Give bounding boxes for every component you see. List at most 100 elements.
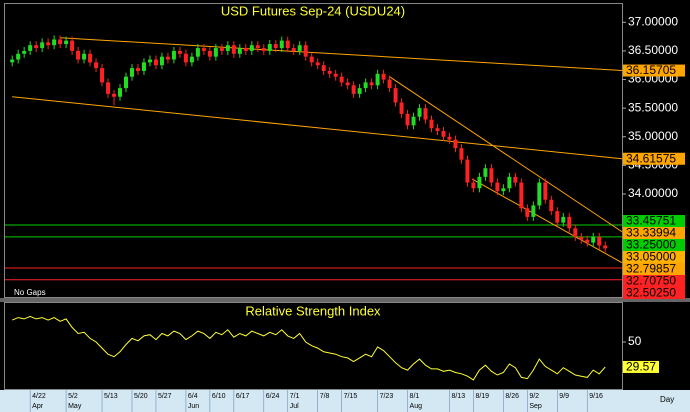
candle-body: [159, 56, 164, 66]
x-tick-label: 7/15: [344, 393, 358, 400]
candle-body: [465, 159, 470, 183]
candle-body: [237, 48, 242, 54]
candle-body: [58, 39, 63, 45]
x-tick-label: 7/8: [320, 393, 330, 400]
candle-body: [10, 59, 15, 63]
x-tick-label: 6/24: [266, 393, 280, 400]
x-tick-label: 9/2: [529, 393, 539, 400]
candle-body: [76, 50, 81, 60]
candle-body: [597, 236, 602, 246]
candle-body: [537, 182, 542, 206]
y-tick-label: 35.50000: [628, 100, 678, 114]
price-label-box: [623, 64, 685, 77]
candle-body: [321, 65, 326, 71]
candle-body: [153, 59, 158, 66]
candle-body: [477, 176, 482, 189]
candle-body: [405, 113, 410, 126]
y-tick-label: 35.00000: [628, 129, 678, 143]
candle-body: [88, 53, 93, 63]
candle-body: [495, 182, 500, 192]
price-label-box: [623, 263, 685, 275]
candle-body: [124, 76, 129, 89]
candle-body: [447, 136, 452, 140]
candle-body: [585, 239, 590, 243]
candle-body: [177, 50, 182, 54]
candle-body: [351, 85, 356, 94]
candle-body: [435, 128, 440, 132]
candle-body: [189, 56, 194, 63]
candle-body: [118, 88, 123, 97]
candle-body: [603, 245, 608, 249]
price-label: 32.70750: [626, 274, 676, 288]
x-tick-label: 5/2: [68, 393, 78, 400]
rsi-panel: [4, 302, 623, 390]
y-tick-label: 34.00000: [628, 186, 678, 200]
price-label-box: [623, 287, 685, 299]
y-tick-label: 50: [628, 334, 642, 348]
price-label: 33.45751: [626, 214, 676, 228]
candle-body: [429, 119, 434, 129]
candle-body: [555, 211, 560, 223]
candle-body: [207, 50, 212, 57]
x-tick-label: 8/1: [410, 393, 420, 400]
candle-body: [441, 131, 446, 137]
candle-body: [34, 45, 39, 49]
main-panel: [4, 3, 623, 298]
candle-body: [357, 88, 362, 94]
x-tick-label: 5/13: [104, 393, 118, 400]
candle-body: [219, 48, 224, 51]
candle-body: [393, 88, 398, 103]
candle-body: [453, 139, 458, 149]
x-tick-label: 8/19: [475, 393, 489, 400]
candle-body: [501, 188, 506, 192]
candle-body: [423, 108, 428, 120]
candle-body: [519, 182, 524, 209]
price-label-box: [623, 251, 685, 263]
x-tick-label: 5/20: [134, 393, 148, 400]
candle-body: [201, 48, 206, 51]
candle-body: [141, 62, 146, 71]
candle-body: [483, 168, 488, 177]
candle-body: [231, 45, 236, 54]
price-label: 33.05000: [626, 250, 676, 264]
trendline: [12, 96, 623, 160]
candle-body: [40, 42, 45, 49]
candle-body: [171, 50, 176, 60]
candle-body: [147, 59, 152, 63]
month-label: Apr: [32, 403, 44, 410]
candle-body: [579, 236, 584, 240]
candle-body: [543, 182, 548, 200]
candle-body: [243, 48, 248, 51]
annotation: No Gaps: [14, 288, 46, 297]
month-label: Jun: [188, 403, 199, 410]
candle-body: [561, 216, 566, 223]
candle-body: [129, 68, 134, 77]
candle-body: [291, 48, 296, 51]
trendline: [389, 76, 623, 233]
candle-body: [195, 48, 200, 57]
candle-body: [345, 82, 350, 86]
candle-body: [339, 76, 344, 83]
x-tick-label: 9/9: [559, 393, 569, 400]
x-tick-label: 5/27: [158, 393, 172, 400]
price-label-box: [623, 215, 685, 227]
candle-body: [507, 176, 512, 189]
candle-body: [46, 42, 51, 46]
candle-body: [417, 108, 422, 117]
price-label: 36.15705: [626, 63, 676, 77]
candle-body: [261, 48, 266, 51]
candle-body: [16, 53, 21, 60]
x-tick-label: 7/1: [290, 393, 300, 400]
price-label-box: [623, 227, 685, 239]
y-tick-label: 37.00000: [628, 14, 678, 28]
rsi-line: [12, 315, 606, 381]
candle-body: [387, 79, 392, 89]
price-label: 32.50250: [626, 286, 676, 300]
candle-body: [213, 48, 218, 57]
candle-body: [297, 45, 302, 51]
candle-body: [279, 40, 284, 49]
x-tick-label: 6/17: [236, 393, 250, 400]
candle-body: [399, 102, 404, 114]
